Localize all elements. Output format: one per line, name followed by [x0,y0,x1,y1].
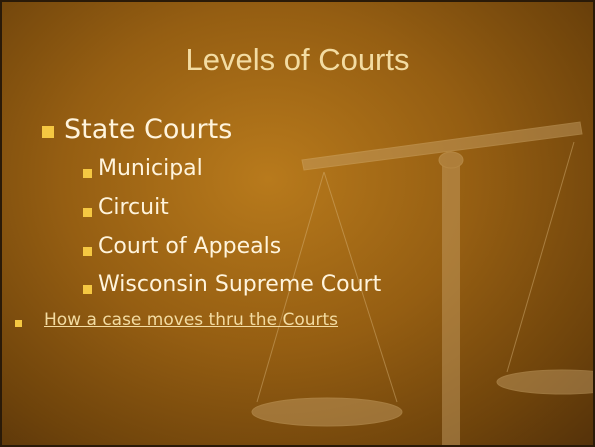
bullet-marker [42,126,54,138]
bullet-marker [15,320,22,327]
sub-bullet-text: Circuit [98,195,169,220]
bullet-marker [83,169,92,178]
bullet-marker [83,285,92,294]
slide-title: Levels of Courts [2,42,593,78]
bullet-text: State Courts [64,114,232,145]
bullet-marker [83,208,92,217]
bullet-marker [83,247,92,256]
sub-bullet-text: Municipal [98,156,203,181]
slide: Levels of Courts State Courts Municipal … [0,0,595,447]
link[interactable]: How a case moves thru the Courts [44,310,338,330]
sub-bullet-text: Court of Appeals [98,234,281,259]
sub-bullet-text: Wisconsin Supreme Court [98,272,381,297]
